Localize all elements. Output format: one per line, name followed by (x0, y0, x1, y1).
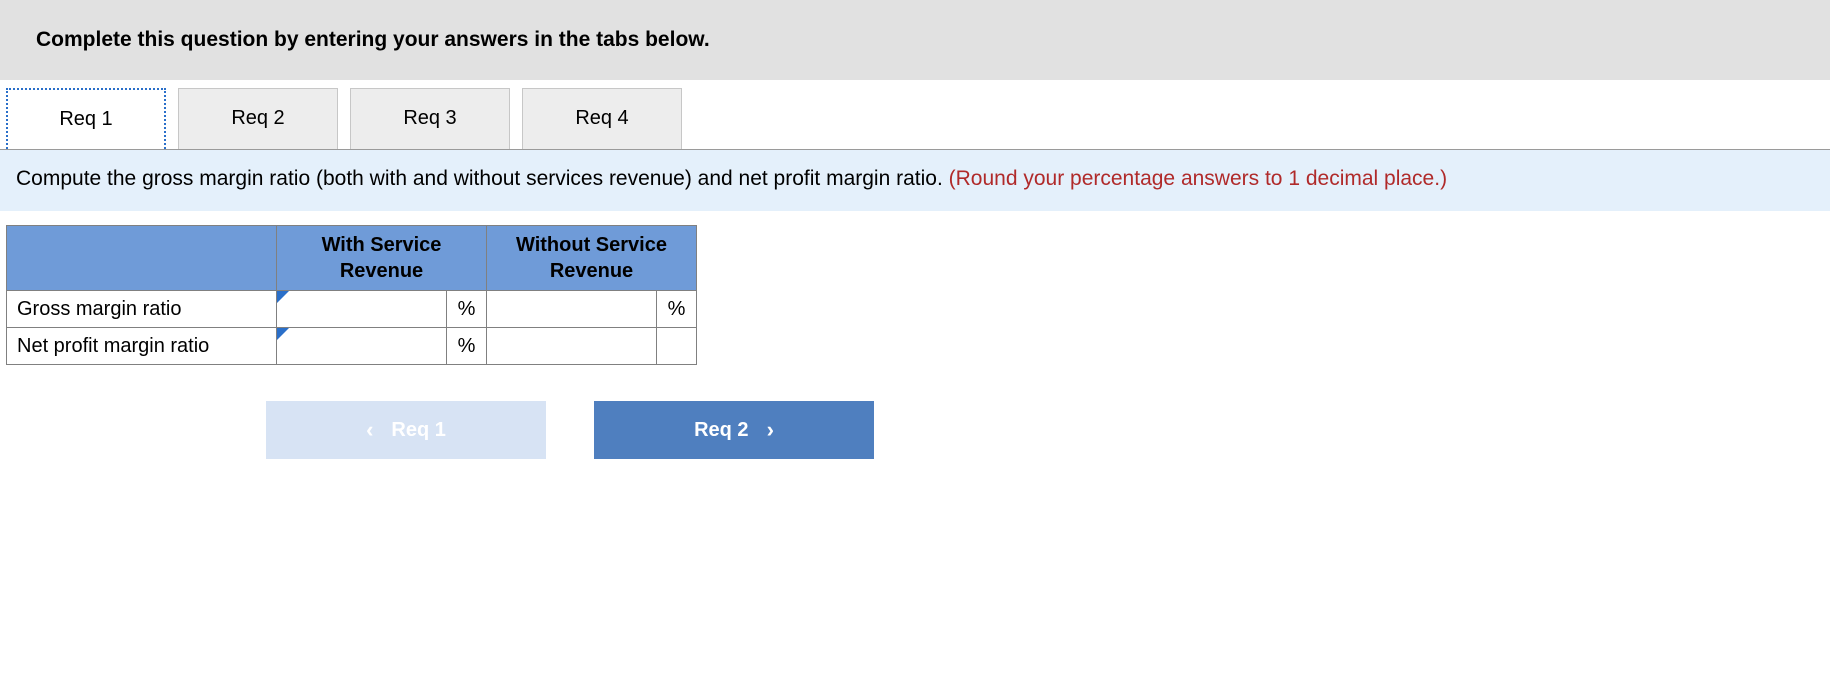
tab-req-2[interactable]: Req 2 (178, 88, 338, 149)
table-row: Net profit margin ratio % (7, 328, 697, 365)
column-header-label: With Service Revenue (322, 234, 442, 282)
question-note: (Round your percentage answers to 1 deci… (949, 167, 1447, 190)
input-cell[interactable] (277, 328, 447, 365)
gross-margin-without-input[interactable] (487, 291, 656, 327)
next-label: Req 2 (694, 419, 748, 442)
column-header: With Service Revenue (277, 226, 487, 291)
table-row: Gross margin ratio % % (7, 291, 697, 328)
tab-label: Req 4 (575, 107, 628, 129)
instruction-text: Complete this question by entering your … (36, 28, 710, 51)
tab-label: Req 2 (231, 107, 284, 129)
prev-label: Req 1 (391, 419, 445, 442)
row-label-text: Gross margin ratio (17, 298, 182, 320)
tabs-row: Req 1 Req 2 Req 3 Req 4 (0, 80, 1830, 150)
unit-cell (657, 328, 697, 365)
prev-button[interactable]: ‹ Req 1 (266, 401, 546, 459)
tab-req-1[interactable]: Req 1 (6, 88, 166, 149)
unit-cell: % (657, 291, 697, 328)
column-header-label: Without Service Revenue (516, 234, 667, 282)
tab-label: Req 1 (59, 108, 112, 130)
tab-req-4[interactable]: Req 4 (522, 88, 682, 149)
unit-cell: % (447, 328, 487, 365)
unit-label: % (458, 298, 476, 320)
chevron-right-icon: › (767, 417, 774, 443)
gross-margin-with-input[interactable] (277, 291, 446, 327)
answer-table: With Service Revenue Without Service Rev… (6, 225, 697, 365)
table-corner (7, 226, 277, 291)
unit-label: % (458, 335, 476, 357)
tab-req-3[interactable]: Req 3 (350, 88, 510, 149)
column-header: Without Service Revenue (487, 226, 697, 291)
unit-label: % (668, 298, 686, 320)
row-label-text: Net profit margin ratio (17, 335, 209, 357)
row-label: Net profit margin ratio (7, 328, 277, 365)
instruction-bar: Complete this question by entering your … (0, 0, 1830, 80)
nav-row: ‹ Req 1 Req 2 › (0, 401, 1020, 459)
blank-cell (487, 328, 657, 365)
next-button[interactable]: Req 2 › (594, 401, 874, 459)
row-label: Gross margin ratio (7, 291, 277, 328)
tab-label: Req 3 (403, 107, 456, 129)
unit-cell: % (447, 291, 487, 328)
question-text: Compute the gross margin ratio (both wit… (16, 167, 949, 190)
question-panel: Compute the gross margin ratio (both wit… (0, 150, 1830, 211)
input-cell[interactable] (277, 291, 447, 328)
net-profit-with-input[interactable] (277, 328, 446, 364)
chevron-left-icon: ‹ (366, 417, 373, 443)
input-cell[interactable] (487, 291, 657, 328)
